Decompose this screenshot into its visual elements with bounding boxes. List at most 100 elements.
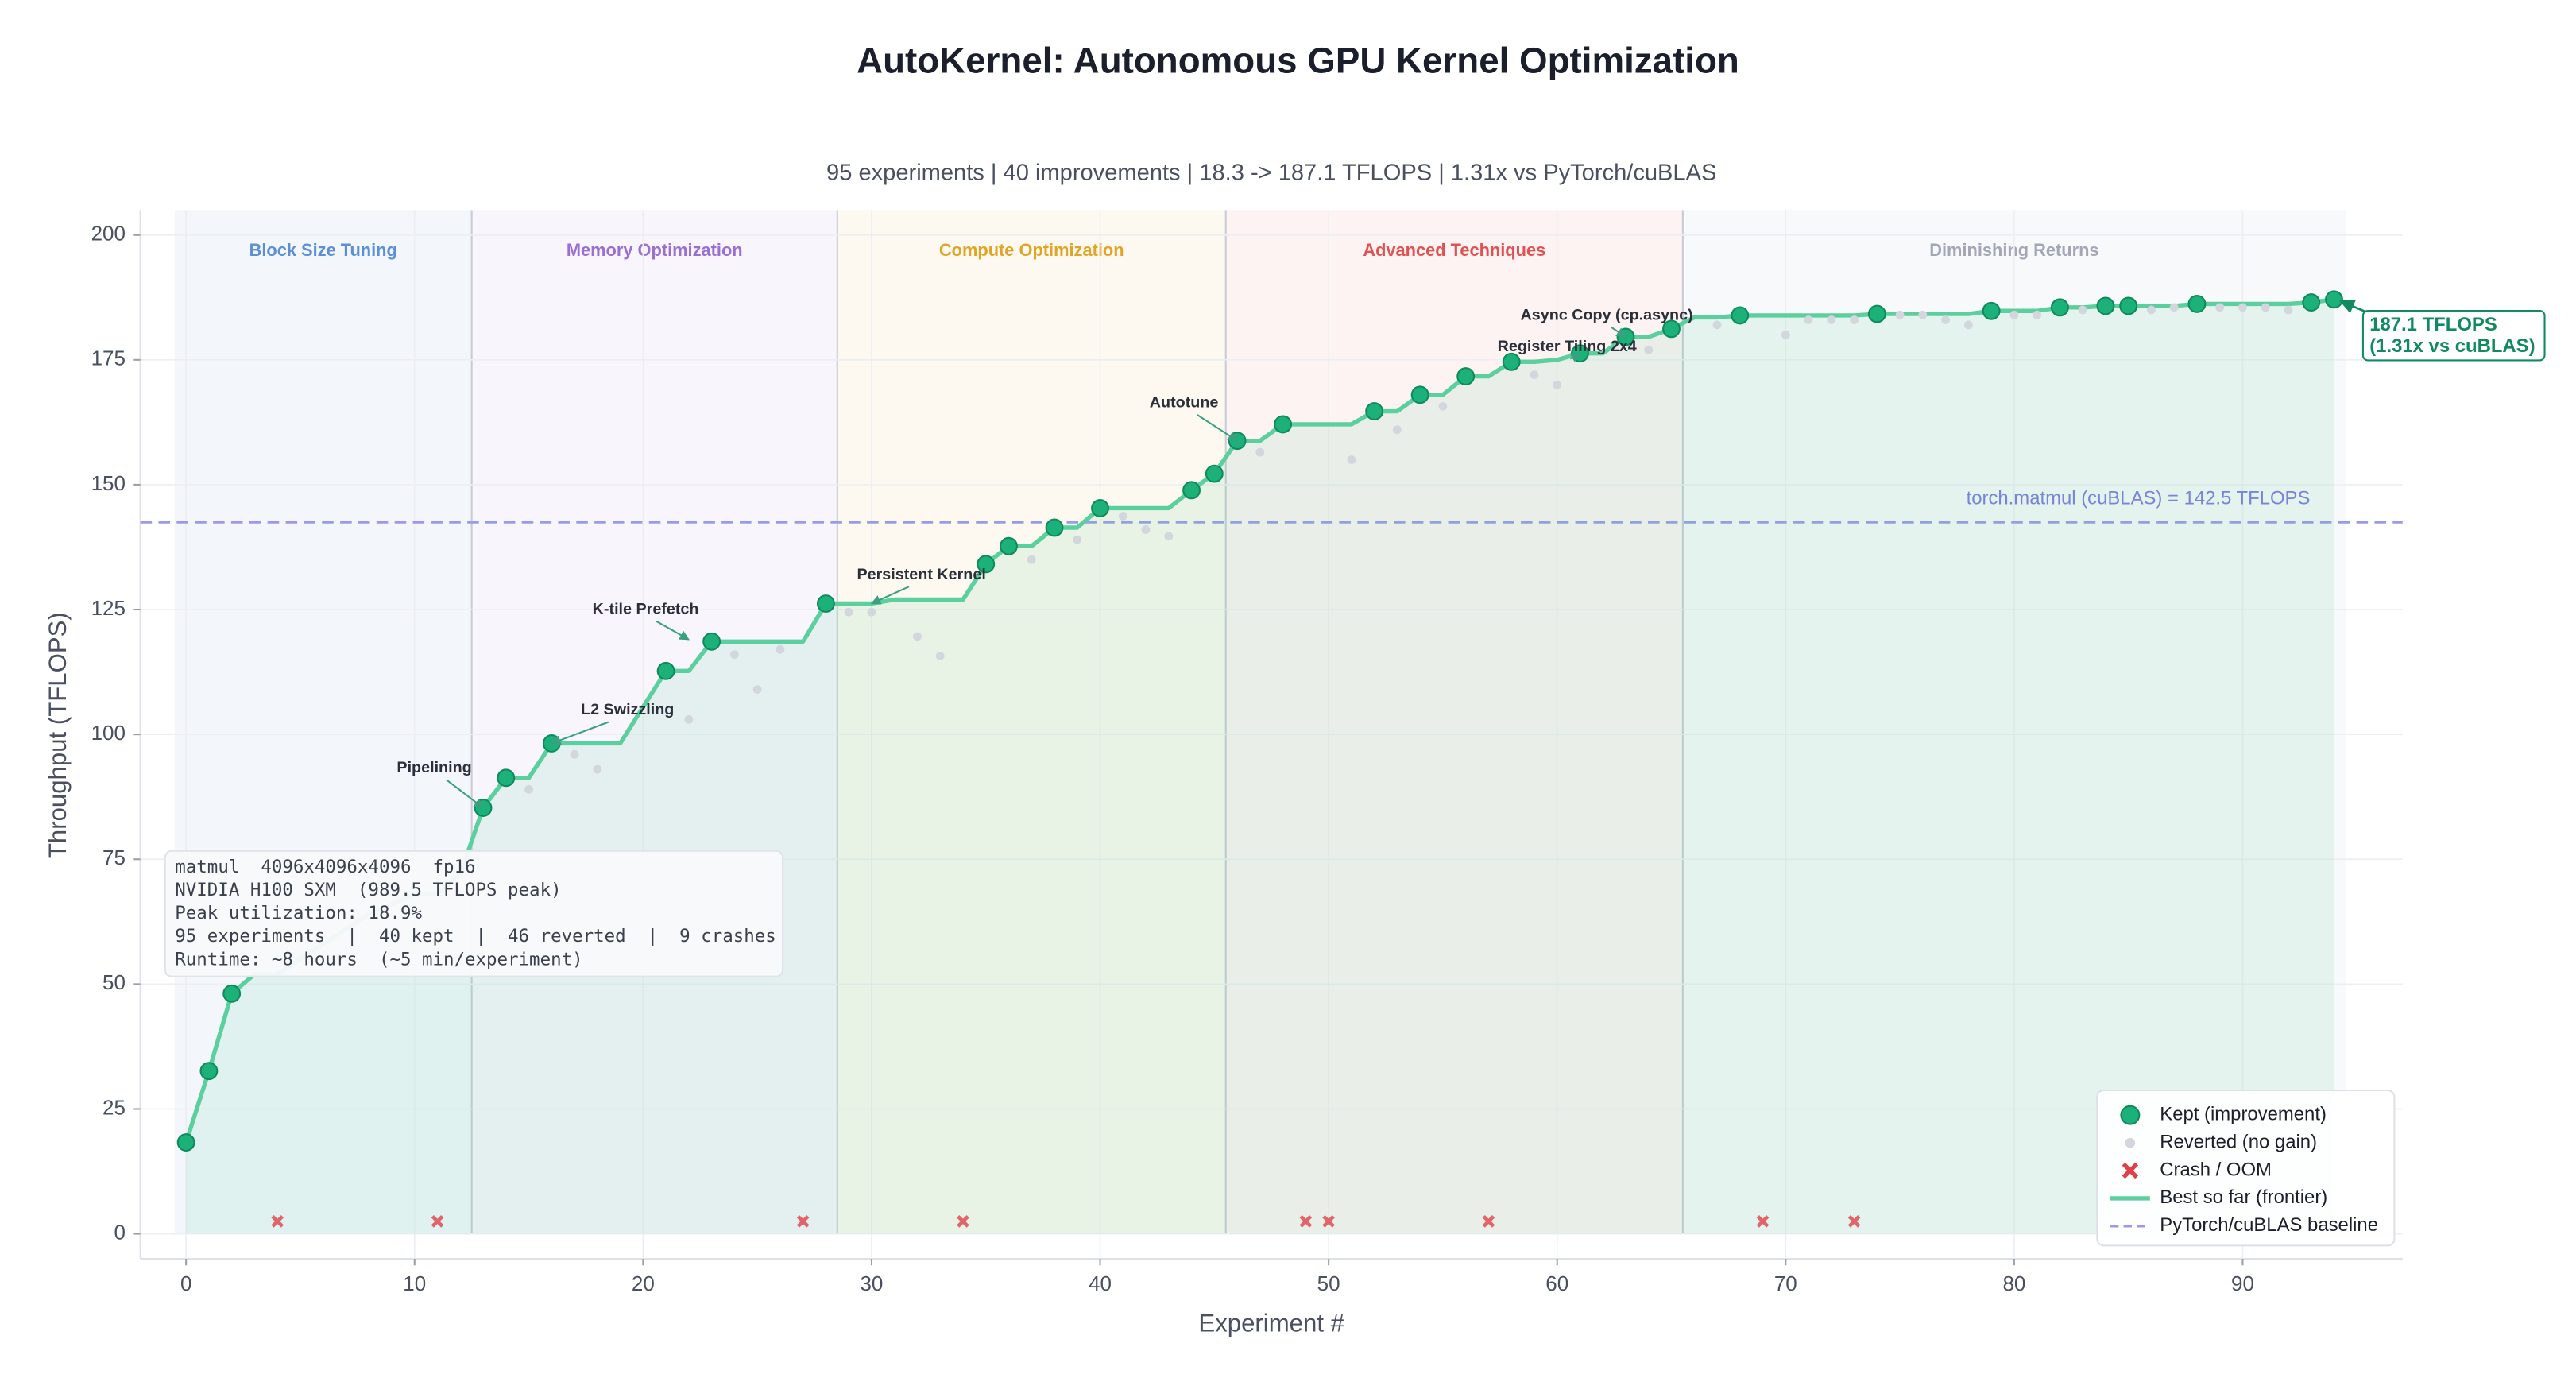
y-tick-label: 100 xyxy=(91,721,126,745)
kept-point xyxy=(1045,518,1064,537)
legend-marker xyxy=(2125,1137,2136,1148)
x-tick-label: 40 xyxy=(1089,1272,1112,1295)
kept-point xyxy=(1205,464,1224,483)
baseline-label: torch.matmul (cuBLAS) = 142.5 TFLOPS xyxy=(1967,487,2311,509)
annotation-label: Autotune xyxy=(1150,394,1219,412)
reverted-point xyxy=(684,714,694,724)
reverted-point xyxy=(570,749,579,759)
reverted-point xyxy=(1827,315,1836,324)
legend-marker xyxy=(2122,1162,2139,1179)
info-box xyxy=(164,850,784,977)
kept-point xyxy=(199,1062,219,1081)
phase-label: Memory Optimization xyxy=(567,240,743,260)
x-axis-label: Experiment # xyxy=(1198,1309,1344,1337)
crash-marker xyxy=(1482,1214,1495,1228)
legend-label: Reverted (no gain) xyxy=(2160,1131,2317,1152)
kept-point xyxy=(1982,301,2001,320)
crash-marker xyxy=(957,1214,969,1228)
final-box xyxy=(2361,310,2546,362)
phase-band xyxy=(1225,210,1683,1234)
annotation-label: Pipelining xyxy=(396,759,471,776)
y-tick-label: 75 xyxy=(102,846,126,869)
kept-point xyxy=(222,984,242,1003)
reverted-point xyxy=(1347,455,1356,464)
kept-point xyxy=(2119,296,2138,315)
reverted-point xyxy=(1073,535,1082,544)
x-tick-label: 60 xyxy=(1545,1272,1568,1295)
kept-point xyxy=(1731,306,1750,325)
crash-marker xyxy=(1756,1214,1770,1228)
kept-point xyxy=(2302,293,2321,312)
reverted-point xyxy=(1027,555,1036,564)
frontier-area xyxy=(186,299,2334,1234)
reverted-point xyxy=(935,652,945,660)
y-tick-label: 150 xyxy=(91,471,126,495)
legend-marker xyxy=(2120,1105,2141,1125)
kept-point xyxy=(702,632,721,651)
reverted-point xyxy=(913,632,922,641)
reverted-point xyxy=(1895,310,1905,319)
info-line: Peak utilization: 18.9% xyxy=(175,903,422,923)
crash-marker xyxy=(796,1214,810,1228)
kept-point xyxy=(2096,296,2115,315)
x-tick-label: 70 xyxy=(1774,1272,1797,1295)
reverted-point xyxy=(1164,532,1174,541)
annotation-label: Async Copy (cp.async) xyxy=(1521,307,1693,324)
annotation-arrow xyxy=(1611,327,1627,338)
y-tick-label: 0 xyxy=(114,1220,125,1244)
info-line: 95 experiments | 40 kept | 46 reverted |… xyxy=(175,926,776,946)
crash-marker xyxy=(431,1214,444,1228)
x-tick-label: 10 xyxy=(403,1272,426,1295)
reverted-point xyxy=(1553,380,1562,389)
legend-label: Crash / OOM xyxy=(2160,1159,2272,1180)
annotation-arrow xyxy=(446,779,485,809)
reverted-point xyxy=(1644,345,1654,354)
reverted-point xyxy=(1850,315,1859,324)
phase-band xyxy=(174,210,472,1234)
reverted-point xyxy=(2009,310,2019,319)
phase-label: Block Size Tuning xyxy=(249,240,397,260)
kept-point xyxy=(1410,385,1429,404)
reverted-point xyxy=(2078,305,2087,315)
crash-marker xyxy=(1322,1214,1335,1228)
reverted-point xyxy=(593,764,602,774)
x-tick-label: 50 xyxy=(1317,1272,1340,1295)
reverted-point xyxy=(844,607,853,617)
annotation-arrow xyxy=(1197,414,1239,442)
reverted-point xyxy=(1530,370,1539,380)
y-axis-label: Throughput (TFLOPS) xyxy=(44,612,72,858)
frontier-line xyxy=(184,297,2334,1144)
kept-point xyxy=(816,594,835,613)
reverted-point xyxy=(1712,320,1722,330)
reverted-point xyxy=(2215,303,2225,312)
legend-label: PyTorch/cuBLAS baseline xyxy=(2160,1214,2378,1236)
annotation-arrow xyxy=(1569,352,1581,362)
reverted-point xyxy=(867,607,876,617)
reverted-point xyxy=(1804,315,1813,324)
x-tick-label: 30 xyxy=(860,1272,883,1295)
kept-point xyxy=(2325,290,2343,309)
reverted-point xyxy=(1438,401,1448,411)
reverted-point xyxy=(776,644,785,654)
phase-label: Compute Optimization xyxy=(939,240,1124,260)
crash-marker xyxy=(271,1214,284,1228)
legend-label: Best so far (frontier) xyxy=(2160,1186,2327,1208)
kept-point xyxy=(977,555,996,574)
chart-subtitle: 95 experiments | 40 improvements | 18.3 … xyxy=(826,160,1716,185)
kept-point xyxy=(2187,295,2207,313)
annotation-label: Persistent Kernel xyxy=(857,566,985,583)
kept-point xyxy=(1867,304,1886,323)
x-tick-label: 90 xyxy=(2231,1272,2254,1295)
final-label: (1.31x vs cuBLAS) xyxy=(2369,335,2535,357)
reverted-point xyxy=(752,685,762,694)
reverted-point xyxy=(1781,331,1790,339)
reverted-point xyxy=(2147,305,2156,315)
phase-band xyxy=(471,210,837,1234)
kept-point xyxy=(1365,402,1384,420)
kept-point xyxy=(1182,481,1201,500)
y-tick-label: 50 xyxy=(102,970,126,994)
kept-point xyxy=(497,768,516,788)
annotation-arrow xyxy=(870,586,910,605)
